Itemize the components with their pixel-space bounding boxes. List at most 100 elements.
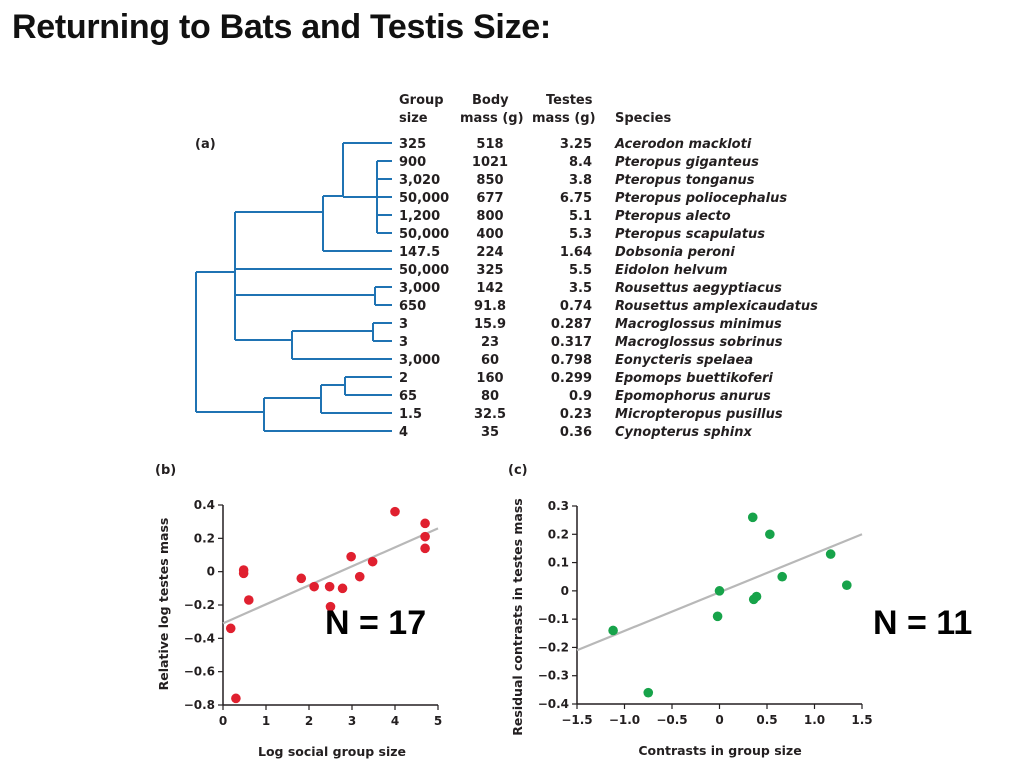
x-tick-label: 2 xyxy=(305,714,313,728)
panel-a-label: (a) xyxy=(195,137,216,152)
x-tick-label: 0 xyxy=(219,714,227,728)
chart-b: (b) 0 1 2 3 4 5 0.4 0.2 0 −0.2 −0.4 −0.6 −0.8 Log s… xyxy=(155,463,442,759)
header-group-line1: Group xyxy=(399,93,444,108)
cell-group-size: 2 xyxy=(399,371,408,386)
cell-body-mass: 850 xyxy=(476,173,503,188)
data-point xyxy=(714,586,725,596)
table-row: 1,200 800 5.1 Pteropus alecto xyxy=(399,209,731,224)
table-row: 147.5 224 1.64 Dobsonia peroni xyxy=(399,245,735,260)
x-tick-label: 0.5 xyxy=(756,713,777,727)
cell-species: Pteropus alecto xyxy=(615,209,731,224)
table-row: 325 518 3.25 Acerodon mackloti xyxy=(399,137,752,152)
cell-species: Macroglossus minimus xyxy=(615,317,782,332)
slide-title: Returning to Bats and Testis Size: xyxy=(12,8,551,46)
data-point xyxy=(244,595,254,605)
cell-testes-mass: 5.5 xyxy=(569,263,592,278)
table-row: 50,000 400 5.3 Pteropus scapulatus xyxy=(399,227,765,242)
cell-testes-mass: 0.23 xyxy=(560,407,592,422)
x-tick-label: 1 xyxy=(262,714,270,728)
data-point xyxy=(354,571,365,582)
cell-testes-mass: 0.287 xyxy=(551,317,592,332)
y-tick-label: 0.1 xyxy=(548,556,569,570)
table-row: 65 80 0.9 Epomophorus anurus xyxy=(399,389,771,404)
cell-group-size: 147.5 xyxy=(399,245,440,260)
chart-b-fit xyxy=(222,527,439,625)
data-point xyxy=(325,601,336,612)
panel-b-label: (b) xyxy=(155,463,176,478)
cell-group-size: 4 xyxy=(399,425,408,440)
cell-species: Cynopterus sphinx xyxy=(615,425,752,440)
cell-group-size: 65 xyxy=(399,389,417,404)
panel-a-table: (a) Group size Body mass (g) Testes mass (g) S… xyxy=(195,93,818,440)
cell-group-size: 50,000 xyxy=(399,263,449,278)
x-tick-label: 0 xyxy=(715,713,723,727)
table-row: 3,000 60 0.798 Eonycteris spelaea xyxy=(399,353,753,368)
data-point xyxy=(712,611,723,622)
chart-c-xlabel: Contrasts in group size xyxy=(638,743,801,758)
y-tick-label: −0.2 xyxy=(538,640,569,654)
y-tick-label: −0.6 xyxy=(184,665,215,679)
y-tick-label: 0.4 xyxy=(194,498,215,512)
cell-species: Pteropus giganteus xyxy=(615,155,759,170)
cell-body-mass: 91.8 xyxy=(474,299,506,314)
y-tick-label: 0.3 xyxy=(548,499,569,513)
cell-testes-mass: 3.25 xyxy=(560,137,592,152)
header-species: Species xyxy=(615,111,671,126)
y-tick-label: −0.1 xyxy=(538,612,569,626)
cell-group-size: 3,000 xyxy=(399,281,440,296)
cell-group-size: 325 xyxy=(399,137,426,152)
table-row: 650 91.8 0.74 Rousettus amplexicaudatus xyxy=(399,299,818,314)
x-tick-label: 1.0 xyxy=(804,713,825,727)
table-row: 3,020 850 3.8 Pteropus tonganus xyxy=(399,173,755,188)
cell-body-mass: 80 xyxy=(481,389,499,404)
x-tick-label: 4 xyxy=(391,714,399,728)
data-point xyxy=(324,581,335,592)
cell-body-mass: 400 xyxy=(476,227,503,242)
cell-body-mass: 224 xyxy=(476,245,503,260)
data-point xyxy=(296,573,307,584)
cell-testes-mass: 6.75 xyxy=(560,191,592,206)
cell-body-mass: 32.5 xyxy=(474,407,506,422)
cell-testes-mass: 0.317 xyxy=(551,335,592,350)
cell-body-mass: 23 xyxy=(481,335,499,350)
x-tick-label: 3 xyxy=(348,714,356,728)
cell-group-size: 1.5 xyxy=(399,407,422,422)
data-point xyxy=(777,571,787,582)
cell-testes-mass: 0.798 xyxy=(551,353,592,368)
table-row: 50,000 677 6.75 Pteropus poliocephalus xyxy=(399,191,787,206)
table-row: 3,000 142 3.5 Rousettus aegyptiacus xyxy=(399,281,782,296)
cell-testes-mass: 3.5 xyxy=(569,281,592,296)
data-point xyxy=(747,512,758,523)
data-point xyxy=(751,591,762,602)
cell-species: Dobsonia peroni xyxy=(615,245,735,260)
cell-body-mass: 160 xyxy=(476,371,503,386)
chart-c: (c) −1.5 −1.0 −0.5 0 0.5 1.0 1.5 0.3 0.2 0.1 0 −0.… xyxy=(508,463,972,758)
chart-b-y-ticks: 0.4 0.2 0 −0.2 −0.4 −0.6 −0.8 xyxy=(184,498,223,712)
cell-testes-mass: 8.4 xyxy=(569,155,592,170)
table-headers: Group size Body mass (g) Testes mass (g) Speci… xyxy=(399,93,671,126)
cell-testes-mass: 3.8 xyxy=(569,173,592,188)
panel-c-label: (c) xyxy=(508,463,528,478)
data-point xyxy=(231,693,241,704)
data-point xyxy=(825,549,836,559)
chart-c-axes xyxy=(576,506,862,705)
chart-b-points xyxy=(225,506,430,704)
table-row: 900 1021 8.4 Pteropus giganteus xyxy=(399,155,759,170)
cell-body-mass: 15.9 xyxy=(474,317,506,332)
cell-testes-mass: 5.1 xyxy=(569,209,592,224)
cell-body-mass: 800 xyxy=(476,209,503,224)
cell-body-mass: 677 xyxy=(476,191,503,206)
cell-testes-mass: 0.36 xyxy=(560,425,592,440)
chart-c-points xyxy=(608,512,852,698)
cell-body-mass: 325 xyxy=(476,263,503,278)
cell-group-size: 3,020 xyxy=(399,173,440,188)
cell-body-mass: 142 xyxy=(476,281,503,296)
chart-b-xlabel: Log social group size xyxy=(258,744,406,759)
table-rows: 325 518 3.25 Acerodon mackloti 900 1021 8.4 Pte… xyxy=(399,137,818,440)
cell-species: Micropteropus pusillus xyxy=(615,407,783,422)
header-group-line2: size xyxy=(399,111,428,126)
data-point xyxy=(608,625,618,636)
header-body-line2: mass (g) xyxy=(460,111,524,126)
data-point xyxy=(420,531,430,542)
